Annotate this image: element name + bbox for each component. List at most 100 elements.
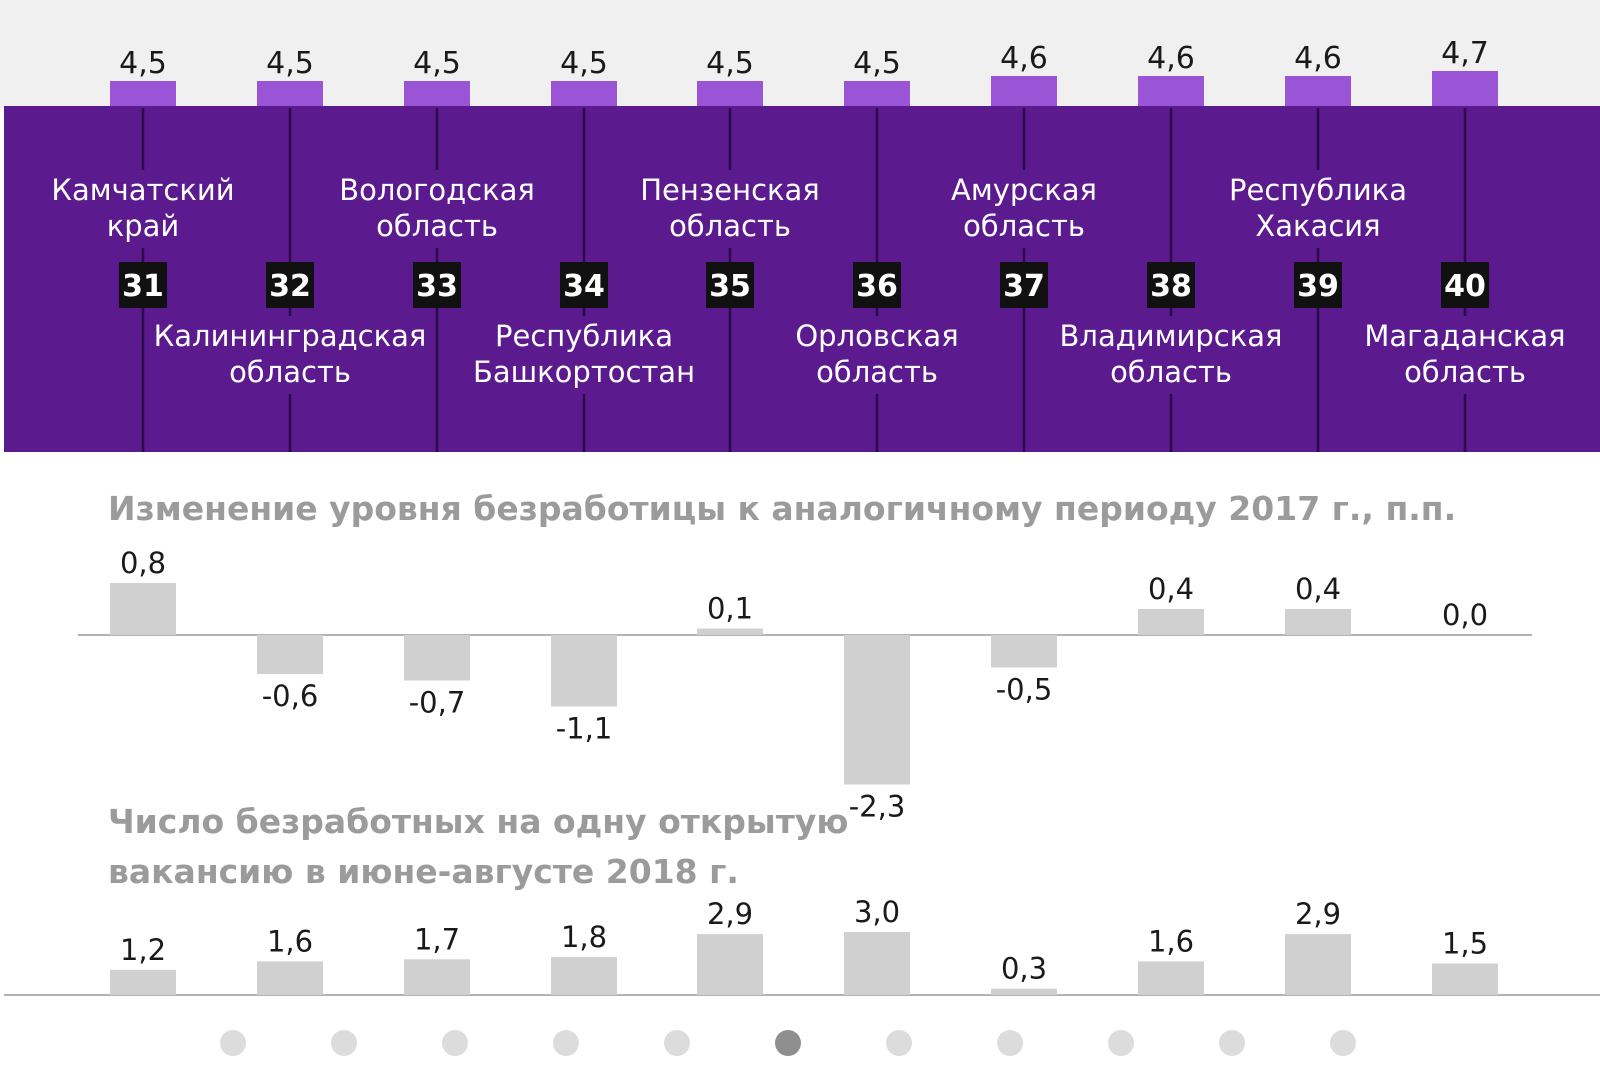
region-name: Владимирская bbox=[1060, 319, 1283, 353]
change-value-label: -0,7 bbox=[409, 686, 466, 720]
rank-number: 34 bbox=[563, 269, 605, 304]
change-bar bbox=[404, 635, 470, 681]
region-name: Вологодская bbox=[339, 173, 535, 207]
pagination-dot[interactable] bbox=[553, 1030, 579, 1056]
region-name: Республика bbox=[1229, 173, 1407, 207]
pagination-dot[interactable] bbox=[220, 1030, 246, 1056]
rank-number: 33 bbox=[416, 269, 458, 304]
pagination-dot[interactable] bbox=[1330, 1030, 1356, 1056]
vacancy-bar bbox=[991, 988, 1057, 995]
region-name: Башкортостан bbox=[473, 355, 695, 389]
change-value-label: 0,1 bbox=[707, 592, 753, 626]
vacancy-bar bbox=[404, 959, 470, 995]
vacancy-value-label: 3,0 bbox=[854, 895, 900, 929]
top-background bbox=[0, 0, 1600, 108]
change-value-label: 0,4 bbox=[1148, 572, 1194, 606]
region-label-backdrop bbox=[1224, 170, 1412, 248]
rank-number: 31 bbox=[122, 269, 164, 304]
rank-badge bbox=[853, 262, 901, 308]
rank-number: 36 bbox=[856, 269, 898, 304]
pagination-dot[interactable] bbox=[1219, 1030, 1245, 1056]
rank-number: 39 bbox=[1297, 269, 1339, 304]
level-value-label: 4,7 bbox=[1441, 36, 1489, 71]
rank-badge bbox=[1441, 262, 1489, 308]
region-name: Орловская bbox=[795, 319, 958, 353]
level-bar bbox=[404, 81, 470, 106]
level-bar bbox=[1285, 76, 1351, 106]
region-name: Калининградская bbox=[154, 319, 427, 353]
vacancy-value-label: 0,3 bbox=[1001, 952, 1047, 986]
region-label-backdrop bbox=[1362, 316, 1568, 394]
vacancy-value-label: 1,6 bbox=[1148, 924, 1194, 958]
region-name: область bbox=[376, 209, 498, 243]
level-value-label: 4,5 bbox=[119, 46, 167, 81]
rank-badge bbox=[266, 262, 314, 308]
change-value-label: -0,5 bbox=[996, 673, 1053, 707]
level-bar bbox=[1432, 71, 1498, 106]
vacancy-chart-title: Число безработных на одну открытую bbox=[108, 802, 849, 841]
change-chart-title: Изменение уровня безработицы к аналогичн… bbox=[108, 489, 1456, 528]
level-bar bbox=[257, 81, 323, 106]
level-value-label: 4,5 bbox=[853, 46, 901, 81]
rank-number: 40 bbox=[1444, 269, 1486, 304]
pagination-dot[interactable] bbox=[664, 1030, 690, 1056]
rank-number: 35 bbox=[709, 269, 751, 304]
vacancy-value-label: 1,6 bbox=[267, 924, 313, 958]
change-value-label: 0,0 bbox=[1442, 598, 1488, 632]
level-bar bbox=[551, 81, 617, 106]
region-name: область bbox=[229, 355, 351, 389]
change-bar bbox=[844, 635, 910, 785]
level-value-label: 4,5 bbox=[266, 46, 314, 81]
level-value-label: 4,6 bbox=[1147, 41, 1195, 76]
region-name: край bbox=[107, 209, 180, 243]
vacancy-value-label: 1,5 bbox=[1442, 927, 1488, 961]
vacancy-value-label: 1,8 bbox=[561, 920, 607, 954]
change-bar bbox=[551, 635, 617, 707]
rank-badge bbox=[1147, 262, 1195, 308]
level-bar bbox=[110, 81, 176, 106]
level-value-label: 4,5 bbox=[413, 46, 461, 81]
vacancy-value-label: 1,2 bbox=[120, 933, 166, 967]
change-bar bbox=[991, 635, 1057, 668]
rank-badge bbox=[706, 262, 754, 308]
region-label-backdrop bbox=[792, 316, 962, 394]
rank-badge bbox=[1000, 262, 1048, 308]
pagination-dot[interactable] bbox=[442, 1030, 468, 1056]
change-value-label: -2,3 bbox=[849, 790, 906, 824]
change-bar bbox=[257, 635, 323, 674]
rank-number: 38 bbox=[1150, 269, 1192, 304]
vacancy-bar bbox=[1138, 961, 1204, 995]
change-value-label: 0,4 bbox=[1295, 572, 1341, 606]
vacancy-value-label: 1,7 bbox=[414, 922, 460, 956]
pagination-dot[interactable] bbox=[997, 1030, 1023, 1056]
level-bar bbox=[1138, 76, 1204, 106]
vacancy-bar bbox=[257, 961, 323, 995]
region-label-backdrop bbox=[152, 316, 428, 394]
region-name: область bbox=[669, 209, 791, 243]
pagination-dot[interactable] bbox=[886, 1030, 912, 1056]
region-label-backdrop bbox=[49, 170, 237, 248]
change-value-label: -0,6 bbox=[262, 679, 319, 713]
region-name: область bbox=[1404, 355, 1526, 389]
region-name: область bbox=[816, 355, 938, 389]
rank-number: 37 bbox=[1003, 269, 1045, 304]
rank-badge bbox=[1294, 262, 1342, 308]
pagination-dot[interactable] bbox=[1108, 1030, 1134, 1056]
level-bar bbox=[697, 81, 763, 106]
vacancy-bar bbox=[1285, 934, 1351, 995]
pagination-dot[interactable] bbox=[331, 1030, 357, 1056]
rank-badge bbox=[560, 262, 608, 308]
region-name: Пензенская bbox=[640, 173, 820, 207]
level-value-label: 4,6 bbox=[1000, 41, 1048, 76]
vacancy-value-label: 2,9 bbox=[1295, 897, 1341, 931]
change-bar bbox=[110, 583, 176, 635]
change-value-label: -1,1 bbox=[556, 712, 613, 746]
region-name: Магаданская bbox=[1364, 319, 1565, 353]
vacancy-bar bbox=[110, 969, 176, 995]
region-name: Амурская bbox=[951, 173, 1097, 207]
vacancy-bar bbox=[697, 934, 763, 995]
change-bar bbox=[1138, 609, 1204, 635]
pagination-dot-active[interactable] bbox=[775, 1030, 801, 1056]
